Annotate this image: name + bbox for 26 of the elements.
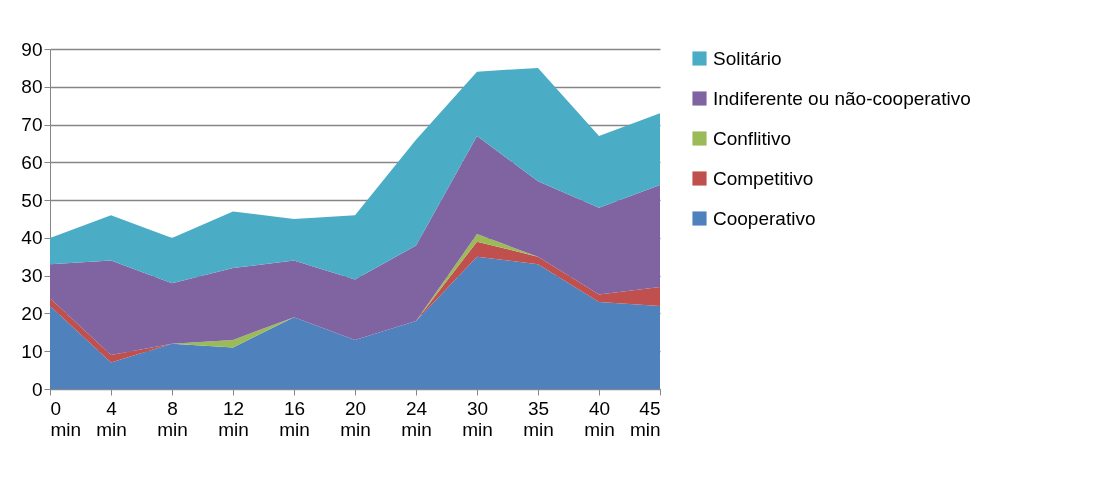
y-tick-label: 90 xyxy=(21,38,43,60)
x-tick-label: 16 min xyxy=(279,397,310,440)
y-tick-label: 40 xyxy=(21,227,43,249)
y-tick-label: 60 xyxy=(21,151,43,173)
x-tick-label: 20 min xyxy=(340,397,371,440)
y-tick-label: 10 xyxy=(21,340,43,362)
x-tick-label: 24 min xyxy=(401,397,432,440)
legend-label: Indiferente ou não-cooperativo xyxy=(713,87,971,109)
x-tick-label: 40 min xyxy=(584,397,615,440)
x-tick-label: 8 min xyxy=(157,397,188,440)
x-tick-label: 45 min xyxy=(629,397,661,440)
x-tick-label: 4 min xyxy=(96,397,127,440)
y-tick-label: 30 xyxy=(21,265,43,287)
legend-label: Competitivo xyxy=(713,167,814,189)
y-tick-label: 50 xyxy=(21,189,43,211)
x-tick-label: 0 min xyxy=(50,397,82,440)
y-tick-label: 70 xyxy=(21,114,43,136)
y-tick-label: 20 xyxy=(21,302,43,324)
y-tick-label: 0 xyxy=(31,378,43,400)
legend-label: Solitário xyxy=(713,47,782,69)
legend-label: Cooperativo xyxy=(713,207,816,229)
legend-label: Conflitivo xyxy=(713,127,792,149)
y-tick-label: 80 xyxy=(21,76,43,98)
x-tick-label: 12 min xyxy=(218,397,249,440)
x-tick-label: 35 min xyxy=(523,397,554,440)
x-tick-label: 30 min xyxy=(462,397,493,440)
